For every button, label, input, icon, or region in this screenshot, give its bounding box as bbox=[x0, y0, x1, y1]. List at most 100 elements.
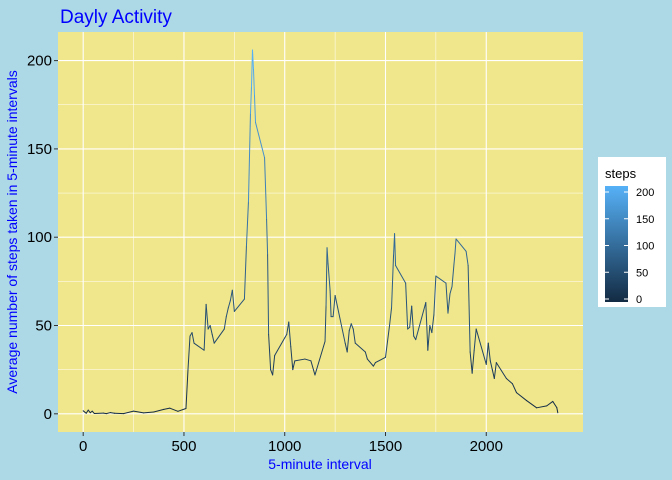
line-segment bbox=[475, 328, 487, 365]
line-segment bbox=[213, 328, 225, 344]
line-segment bbox=[364, 351, 368, 360]
line-segment bbox=[465, 250, 469, 266]
x-tick-label: 0 bbox=[79, 438, 87, 455]
line-segment bbox=[266, 219, 269, 256]
line-segment bbox=[445, 282, 449, 314]
line-segment bbox=[491, 369, 495, 379]
line-segment bbox=[288, 321, 292, 348]
line-segment bbox=[253, 95, 257, 123]
y-tick-label: 0 bbox=[44, 406, 52, 423]
legend-tick-label: 50 bbox=[636, 267, 648, 279]
line-segment bbox=[329, 289, 332, 318]
line-segment bbox=[395, 264, 407, 284]
line-segment bbox=[409, 305, 413, 328]
x-tick-label: 2000 bbox=[470, 438, 503, 455]
y-tick-label: 150 bbox=[27, 141, 52, 158]
line-segment bbox=[163, 407, 171, 410]
line-segment bbox=[556, 407, 559, 414]
legend-tick-label: 200 bbox=[636, 187, 654, 199]
line-segment bbox=[324, 305, 327, 342]
line-segment bbox=[391, 254, 395, 309]
line-segment bbox=[453, 252, 456, 265]
line-segment bbox=[274, 337, 286, 357]
line-segment bbox=[286, 321, 290, 335]
x-tick-label: 1000 bbox=[268, 438, 301, 455]
line-segment bbox=[304, 358, 312, 362]
line-segment bbox=[209, 325, 213, 335]
line-segment bbox=[314, 340, 326, 376]
line-segment bbox=[473, 328, 477, 351]
line-segment bbox=[231, 289, 235, 312]
legend-tick-label: 150 bbox=[636, 214, 654, 226]
line-segment bbox=[122, 410, 135, 415]
line-segment bbox=[515, 392, 528, 402]
line-segment bbox=[310, 360, 316, 376]
line-segment bbox=[415, 302, 427, 341]
legend-ticks: 0 50 100 150 200 bbox=[605, 187, 654, 306]
line-segment bbox=[327, 263, 331, 291]
line-segment bbox=[187, 335, 191, 371]
line-segment bbox=[193, 342, 205, 351]
line-segment bbox=[87, 409, 91, 414]
series-group bbox=[82, 49, 559, 415]
legend-tick-label: 100 bbox=[636, 241, 654, 253]
line-segment bbox=[489, 360, 493, 371]
line-segment bbox=[133, 410, 145, 414]
line-segment bbox=[91, 410, 95, 414]
line-segment bbox=[447, 293, 451, 314]
line-segment bbox=[354, 342, 366, 353]
line-segment bbox=[546, 400, 554, 407]
line-segment bbox=[272, 355, 276, 376]
legend: steps 0 50 100 150 200 bbox=[598, 157, 666, 307]
line-segment bbox=[205, 303, 209, 330]
line-segment bbox=[325, 247, 328, 307]
y-axis-label: Average number of steps taken in 5-minut… bbox=[4, 70, 20, 393]
chart-title: Dayly Activity bbox=[60, 7, 172, 28]
line-segment bbox=[252, 68, 255, 97]
plot-panel bbox=[58, 32, 583, 432]
x-axis-label: 5-minute interval bbox=[268, 456, 372, 472]
line-segment bbox=[326, 247, 329, 265]
major-gridlines bbox=[58, 32, 583, 432]
line-segment bbox=[511, 383, 517, 394]
y-tick-label: 50 bbox=[35, 318, 52, 335]
line-segment bbox=[526, 400, 538, 409]
line-segment bbox=[268, 333, 272, 371]
line-segment bbox=[255, 121, 266, 159]
y-tick-label: 200 bbox=[27, 53, 52, 70]
line-segment bbox=[389, 307, 393, 327]
line-segment bbox=[251, 49, 254, 70]
line-segment bbox=[245, 201, 249, 247]
line-segment bbox=[346, 330, 350, 353]
line-segment bbox=[471, 349, 475, 374]
line-segment bbox=[294, 358, 306, 362]
line-segment bbox=[411, 305, 415, 337]
line-segment bbox=[191, 332, 195, 344]
line-segment bbox=[352, 328, 356, 344]
line-segment bbox=[425, 302, 429, 351]
line-segment bbox=[467, 264, 471, 353]
line-segment bbox=[435, 275, 447, 284]
line-segment bbox=[143, 411, 155, 414]
line-segment bbox=[485, 342, 489, 365]
x-tick-label: 500 bbox=[171, 438, 196, 455]
line-segment bbox=[105, 412, 111, 415]
line-segment bbox=[487, 342, 491, 362]
line-segment bbox=[267, 254, 270, 335]
x-tick-label: 1500 bbox=[369, 438, 402, 455]
line-segment bbox=[185, 369, 189, 410]
line-segment bbox=[102, 412, 107, 415]
line-segment bbox=[290, 346, 294, 371]
line-segment bbox=[292, 360, 296, 371]
line-segment bbox=[332, 294, 336, 318]
line-segment bbox=[169, 407, 179, 412]
line-segment bbox=[427, 325, 431, 351]
line-segment bbox=[225, 307, 229, 318]
line-segment bbox=[284, 333, 288, 339]
line-segment bbox=[227, 300, 231, 309]
line-segment bbox=[203, 303, 207, 351]
line-segment bbox=[405, 282, 409, 330]
legend-title: steps bbox=[605, 166, 637, 181]
minor-gridlines bbox=[58, 32, 583, 432]
